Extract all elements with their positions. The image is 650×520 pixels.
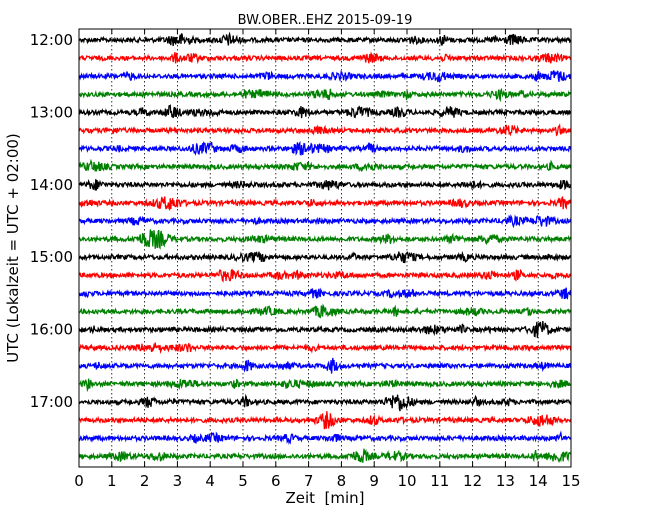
x-tick-label: 4 — [205, 472, 215, 490]
y-tick-label: 12:00 — [30, 31, 73, 49]
trace-line — [78, 250, 572, 264]
x-axis: 0 1 2 3 4 5 6 7 8 9 10 11 12 13 14 15 — [74, 29, 581, 490]
x-tick-label: 5 — [238, 472, 248, 490]
y-tick-label: 14:00 — [30, 176, 73, 194]
trace-line — [78, 430, 572, 445]
y-tick-label: 15:00 — [30, 248, 73, 266]
y-axis: 12:00 13:00 14:00 15:00 16:00 17:00 — [30, 31, 571, 411]
trace-line — [78, 342, 572, 355]
x-tick-label: 15 — [561, 472, 580, 490]
trace-line — [78, 303, 572, 319]
x-tick-label: 6 — [271, 472, 281, 490]
trace-line — [78, 140, 572, 157]
trace-line — [78, 87, 572, 103]
trace-line — [78, 287, 572, 300]
x-tick-label: 14 — [529, 472, 548, 490]
plot-frame — [78, 28, 572, 468]
trace-line — [78, 378, 572, 393]
seismic-traces — [78, 31, 572, 463]
x-tick-label: 13 — [496, 472, 515, 490]
trace-line — [78, 320, 572, 338]
x-tick-label: 9 — [369, 472, 379, 490]
x-tick-label: 3 — [173, 472, 183, 490]
y-tick-label: 16:00 — [30, 321, 73, 339]
trace-line — [78, 178, 572, 191]
x-tick-label: 12 — [463, 472, 482, 490]
x-axis-label: Zeit [min] — [285, 489, 364, 507]
trace-line — [78, 411, 572, 430]
trace-line — [78, 31, 572, 47]
x-tick-label: 11 — [430, 472, 449, 490]
x-tick-label: 1 — [107, 472, 117, 490]
trace-line — [78, 158, 572, 173]
chart-title: BW.OBER..EHZ 2015-09-19 — [238, 13, 413, 28]
x-tick-label: 10 — [397, 472, 416, 490]
trace-line — [78, 213, 572, 229]
trace-line — [78, 357, 572, 374]
trace-line — [78, 268, 572, 283]
trace-line — [78, 104, 572, 119]
trace-line — [78, 51, 572, 65]
x-tick-label: 7 — [304, 472, 314, 490]
x-tick-label: 0 — [74, 472, 84, 490]
y-tick-label: 13:00 — [30, 103, 73, 121]
y-tick-label: 17:00 — [30, 393, 73, 411]
trace-line — [78, 229, 572, 250]
trace-line — [78, 196, 572, 212]
x-tick-label: 8 — [337, 472, 347, 490]
x-tick-label: 2 — [140, 472, 150, 490]
trace-line — [78, 393, 572, 412]
vertical-grid — [111, 29, 539, 467]
y-axis-label: UTC (Lokalzeit = UTC + 02:00) — [4, 133, 22, 363]
trace-line — [78, 69, 572, 83]
trace-line — [78, 123, 572, 137]
trace-line — [78, 448, 572, 463]
